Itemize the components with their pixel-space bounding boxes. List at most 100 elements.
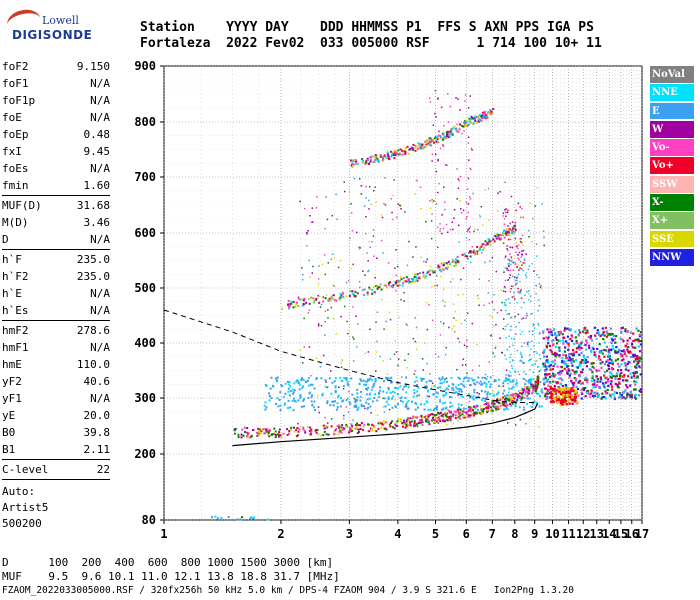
echo-point bbox=[526, 395, 529, 397]
echo-point bbox=[469, 407, 471, 410]
echo-point bbox=[508, 387, 510, 390]
echo-point bbox=[548, 365, 551, 368]
echo-point bbox=[387, 388, 390, 391]
echo-point bbox=[600, 366, 603, 369]
param-value: N/A bbox=[90, 304, 110, 317]
echo-point bbox=[597, 394, 600, 397]
profile-curve bbox=[232, 403, 539, 447]
echo-point bbox=[522, 388, 525, 391]
echo-point bbox=[502, 327, 504, 330]
echo-point bbox=[381, 423, 384, 426]
param-name: D bbox=[2, 233, 9, 246]
echo-point bbox=[516, 282, 518, 284]
echo-point bbox=[296, 380, 299, 383]
echo-point bbox=[431, 153, 434, 156]
echo-point bbox=[586, 378, 589, 381]
param-name: foF2 bbox=[2, 60, 29, 73]
echo-point bbox=[525, 390, 528, 393]
echo-point bbox=[565, 369, 568, 372]
echo-point bbox=[324, 297, 327, 300]
echo-point bbox=[446, 231, 449, 233]
echo-point bbox=[456, 168, 458, 170]
echo-point bbox=[417, 142, 420, 145]
echo-point bbox=[514, 394, 517, 397]
param-separator bbox=[2, 479, 110, 480]
echo-point bbox=[562, 393, 565, 397]
echo-point bbox=[315, 207, 318, 209]
echo-point bbox=[459, 414, 462, 417]
echo-point bbox=[494, 405, 497, 408]
echo-point bbox=[307, 379, 309, 382]
echo-point bbox=[437, 134, 440, 137]
echo-point bbox=[489, 376, 492, 379]
echo-point bbox=[530, 358, 532, 360]
echo-point bbox=[626, 392, 629, 395]
footer-file-info: FZAOM_2022033005000.RSF / 320fx256h 50 k… bbox=[2, 585, 574, 596]
echo-point bbox=[465, 376, 468, 379]
echo-point bbox=[467, 230, 469, 233]
echo-point bbox=[407, 279, 410, 282]
echo-point bbox=[629, 372, 632, 375]
echo-point bbox=[315, 298, 317, 301]
echo-point bbox=[461, 132, 463, 135]
echo-point bbox=[446, 423, 448, 426]
echo-point bbox=[491, 392, 494, 395]
echo-point bbox=[516, 277, 518, 279]
echo-point bbox=[325, 425, 328, 428]
echo-point bbox=[570, 352, 573, 355]
echo-point bbox=[626, 339, 629, 342]
echo-point bbox=[620, 350, 623, 353]
echo-point bbox=[415, 403, 417, 406]
echo-point bbox=[532, 378, 535, 381]
echo-point bbox=[464, 319, 466, 322]
echo-point bbox=[493, 294, 495, 296]
echo-point bbox=[548, 372, 551, 376]
echo-point bbox=[560, 366, 563, 369]
echo-point bbox=[471, 396, 474, 399]
echo-point bbox=[452, 422, 454, 425]
echo-point bbox=[525, 276, 528, 279]
echo-point bbox=[506, 323, 509, 326]
echo-point bbox=[373, 190, 375, 192]
echo-point bbox=[469, 198, 472, 200]
echo-point bbox=[456, 409, 459, 411]
echo-point bbox=[434, 89, 437, 92]
echo-point bbox=[416, 273, 419, 276]
echo-point bbox=[514, 224, 517, 227]
echo-point bbox=[377, 427, 380, 430]
echo-point bbox=[413, 280, 416, 283]
echo-point bbox=[594, 334, 597, 337]
echo-point bbox=[520, 351, 522, 354]
echo-point bbox=[357, 428, 360, 431]
echo-point bbox=[524, 393, 526, 396]
echo-point bbox=[347, 332, 349, 335]
echo-point bbox=[536, 359, 538, 362]
echo-point bbox=[581, 368, 584, 371]
echo-point bbox=[493, 308, 496, 311]
echo-point bbox=[382, 397, 384, 399]
echo-point bbox=[305, 245, 308, 247]
echo-point bbox=[603, 385, 606, 388]
echo-point bbox=[539, 286, 542, 288]
echo-point bbox=[339, 376, 342, 379]
echo-point bbox=[361, 289, 364, 292]
echo-point bbox=[306, 231, 308, 234]
echo-point bbox=[605, 335, 609, 338]
echo-point bbox=[421, 378, 424, 380]
echo-point bbox=[599, 386, 602, 389]
echo-point bbox=[415, 348, 418, 350]
echo-point bbox=[507, 258, 509, 261]
echo-point bbox=[528, 389, 531, 392]
echo-point bbox=[317, 283, 320, 286]
echo-point bbox=[419, 147, 422, 150]
echo-point bbox=[466, 412, 469, 415]
echo-point bbox=[611, 333, 614, 336]
echo-point bbox=[407, 353, 410, 355]
echo-point bbox=[541, 391, 544, 394]
echo-point bbox=[534, 389, 537, 392]
echo-point bbox=[538, 370, 540, 373]
echo-point bbox=[607, 333, 610, 336]
echo-point bbox=[382, 406, 384, 408]
echo-point bbox=[563, 327, 567, 330]
echo-point bbox=[432, 138, 435, 141]
